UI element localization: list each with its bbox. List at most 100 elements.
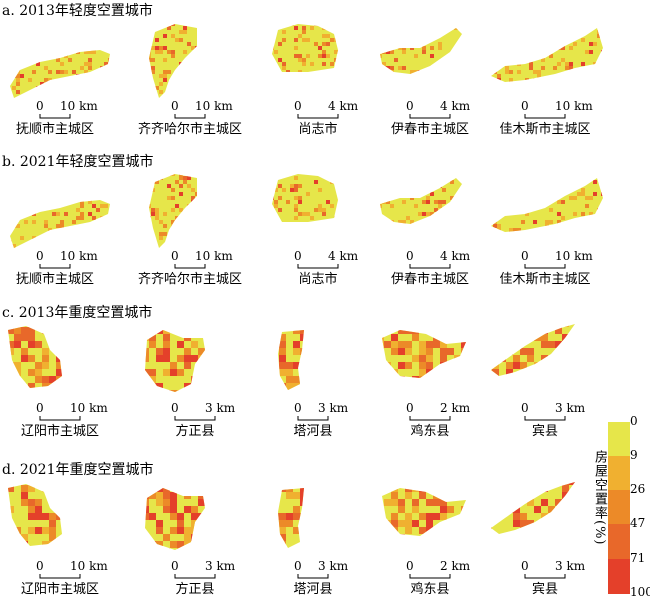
vacancy-cell xyxy=(593,180,597,184)
vacancy-cell xyxy=(155,86,159,90)
vacancy-cell xyxy=(212,341,219,348)
vacancy-cell xyxy=(402,74,406,78)
vacancy-cell xyxy=(334,26,338,30)
vacancy-cell xyxy=(537,192,541,196)
vacancy-cell xyxy=(433,488,440,492)
vacancy-cell xyxy=(191,94,195,98)
vacancy-cell xyxy=(120,212,124,216)
vacancy-cell xyxy=(227,62,231,66)
vacancy-cell xyxy=(391,369,398,376)
vacancy-cell xyxy=(227,82,231,86)
vacancy-cell xyxy=(0,94,4,98)
vacancy-cell xyxy=(100,192,104,196)
vacancy-cell xyxy=(314,548,321,555)
vacancy-cell xyxy=(534,334,541,341)
vacancy-cell xyxy=(322,34,326,38)
vacancy-cell xyxy=(76,216,80,220)
vacancy-cell xyxy=(422,168,426,172)
vacancy-cell xyxy=(239,196,243,200)
vacancy-cell xyxy=(405,478,412,485)
vacancy-cell xyxy=(191,330,198,334)
vacancy-cell xyxy=(233,534,240,541)
vacancy-cell xyxy=(569,541,576,548)
vacancy-cell xyxy=(278,42,282,46)
vacancy-cell xyxy=(279,362,286,369)
vacancy-cell xyxy=(362,172,366,176)
city-map xyxy=(135,174,255,248)
vacancy-cell xyxy=(541,66,545,70)
vacancy-cell xyxy=(461,376,466,378)
vacancy-cell xyxy=(68,240,72,244)
vacancy-cell xyxy=(226,492,233,499)
vacancy-cell xyxy=(462,42,466,46)
vacancy-cell xyxy=(434,78,438,82)
vacancy-cell xyxy=(77,513,84,520)
vacancy-cell xyxy=(251,244,255,248)
vacancy-cell xyxy=(513,492,520,499)
vacancy-cell xyxy=(370,334,377,341)
vacancy-cell xyxy=(561,38,565,42)
vacancy-cell xyxy=(211,82,215,86)
vacancy-cell xyxy=(468,390,475,397)
vacancy-cell xyxy=(478,42,482,46)
vacancy-cell xyxy=(60,224,64,228)
vacancy-cell xyxy=(159,176,163,180)
vacancy-cell xyxy=(489,18,493,22)
vacancy-cell xyxy=(98,348,105,355)
vacancy-cell xyxy=(167,196,171,200)
vacancy-cell xyxy=(100,184,104,188)
section-title-d: d. 2021年重度空置城市 xyxy=(2,462,154,478)
vacancy-cell xyxy=(384,320,391,327)
vacancy-cell xyxy=(198,348,205,355)
vacancy-cell xyxy=(499,534,506,541)
vacancy-cell xyxy=(330,38,334,42)
vacancy-cell xyxy=(474,46,478,50)
vacancy-cell xyxy=(497,204,501,208)
vacancy-cell xyxy=(382,527,384,534)
city-boundary xyxy=(380,178,462,224)
vacancy-cell xyxy=(36,192,40,196)
vacancy-cell xyxy=(328,362,335,369)
vacancy-cell xyxy=(314,240,318,244)
vacancy-cell xyxy=(14,390,21,397)
vacancy-cell xyxy=(279,541,286,548)
vacancy-cell xyxy=(513,513,520,520)
vacancy-cell xyxy=(505,192,509,196)
vacancy-cell xyxy=(77,548,84,555)
vacancy-cell xyxy=(100,42,104,46)
vacancy-cell xyxy=(506,362,513,369)
vacancy-cell xyxy=(124,224,128,228)
vacancy-cell xyxy=(48,78,52,82)
vacancy-cell xyxy=(240,327,247,334)
vacancy-cell xyxy=(609,224,613,228)
vacancy-cell xyxy=(219,499,226,506)
vacancy-cell xyxy=(475,369,482,376)
vacancy-cell xyxy=(227,18,231,22)
vacancy-cell xyxy=(135,212,139,216)
vacancy-cell xyxy=(21,499,28,506)
vacancy-cell xyxy=(513,188,517,192)
vacancy-cell xyxy=(203,42,207,46)
vacancy-cell xyxy=(243,244,247,248)
vacancy-cell xyxy=(149,192,151,196)
scale-distance-label: 10 km xyxy=(60,249,98,263)
vacancy-cell xyxy=(391,527,398,534)
vacancy-cell xyxy=(613,34,615,38)
vacancy-cell xyxy=(405,362,412,369)
vacancy-cell xyxy=(184,362,191,369)
vacancy-cell xyxy=(354,204,358,208)
vacancy-cell xyxy=(302,244,306,248)
vacancy-cell xyxy=(191,46,195,50)
vacancy-cell xyxy=(326,90,330,94)
vacancy-cell xyxy=(398,66,402,70)
vacancy-cell xyxy=(541,362,548,369)
vacancy-cell xyxy=(489,94,493,98)
scale-zero-label: 0 xyxy=(171,559,179,573)
vacancy-cell xyxy=(492,513,499,520)
city-name-label: 尚志市 xyxy=(298,272,338,287)
vacancy-cell xyxy=(56,58,60,62)
vacancy-cell xyxy=(239,82,243,86)
vacancy-cell xyxy=(499,334,506,341)
vacancy-cell xyxy=(493,70,497,74)
vacancy-cell xyxy=(497,42,501,46)
